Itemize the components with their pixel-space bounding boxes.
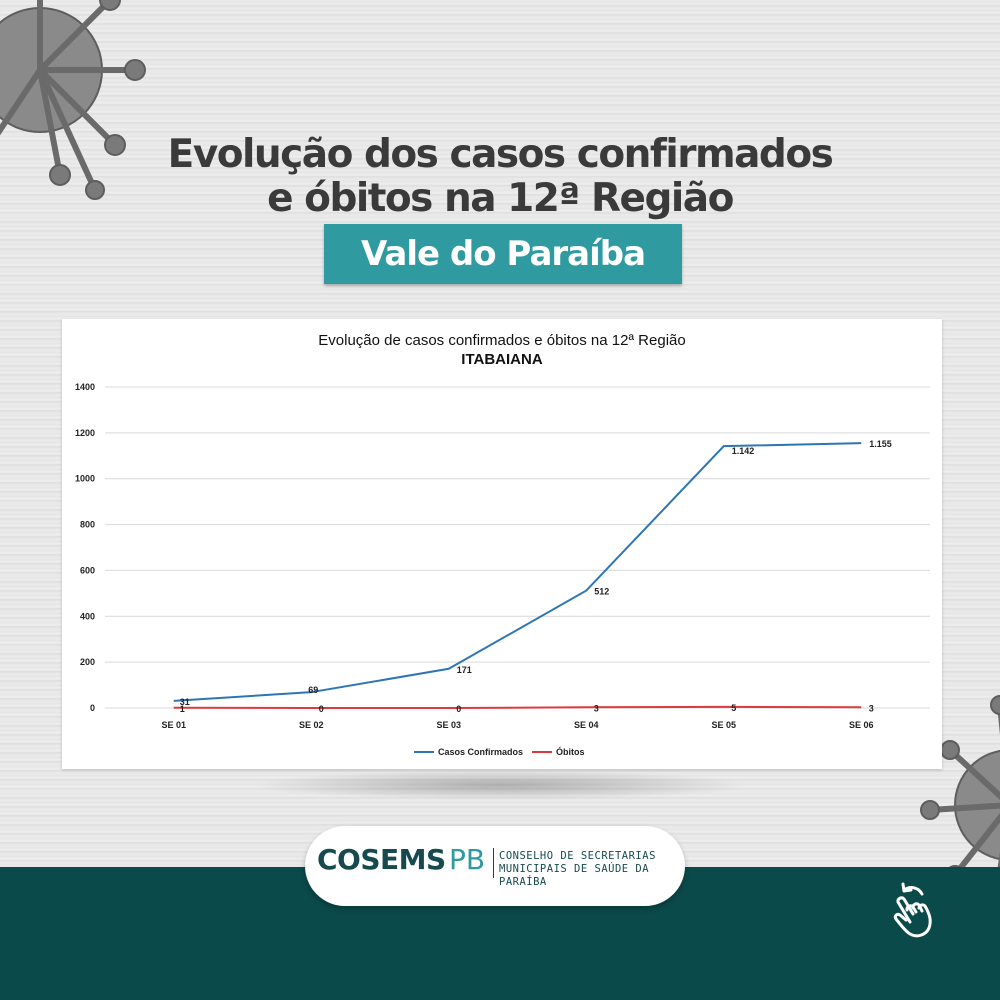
logo-tagline-1: CONSELHO DE SECRETARIAS: [499, 850, 656, 862]
chart-subtitle: ITABAIANA: [461, 351, 543, 368]
x-tick-label: SE 04: [574, 720, 599, 730]
region-badge: Vale do Paraíba: [324, 224, 682, 284]
chart-title: Evolução de casos confirmados e óbitos n…: [318, 332, 686, 349]
data-label-obitos: 3: [869, 703, 874, 713]
data-label-obitos: 5: [731, 703, 736, 713]
x-tick-label: SE 02: [299, 720, 324, 730]
logo-tagline: CONSELHO DE SECRETARIAS MUNICIPAIS DE SA…: [499, 850, 685, 889]
series-line-0: [173, 442, 862, 702]
data-label-casos: 171: [457, 665, 472, 675]
logo-divider: [493, 848, 494, 878]
x-tick-label: SE 01: [161, 720, 186, 730]
data-label-casos: 69: [308, 685, 318, 695]
series-line-1: [173, 705, 862, 709]
data-label-casos: 1.155: [869, 439, 892, 449]
y-tick-label: 400: [80, 611, 95, 621]
data-label-obitos: 0: [456, 704, 461, 714]
legend-label: Casos Confirmados: [438, 747, 523, 757]
chart-panel: Evolução de casos confirmados e óbitos n…: [62, 319, 942, 769]
chart-title-block: Evolução de casos confirmados e óbitos n…: [62, 331, 942, 369]
headline: Evolução dos casos confirmados e óbitos …: [0, 133, 1000, 221]
x-tick-label: SE 06: [849, 720, 874, 730]
y-tick-label: 1400: [75, 382, 95, 392]
panel-shadow: [250, 770, 750, 800]
data-label-casos: 1.142: [732, 446, 755, 456]
y-tick-label: 600: [80, 565, 95, 575]
data-label-obitos: 0: [319, 704, 324, 714]
line-chart: 0 200 400 600 800 1000 1200 1400 SE 01 SE 02 SE 03…: [75, 382, 930, 757]
virus-icon: [0, 0, 146, 200]
logo-pb: PB: [449, 843, 486, 876]
y-tick-label: 200: [80, 657, 95, 667]
legend-label: Óbitos: [556, 746, 585, 757]
data-label-obitos: 1: [180, 704, 185, 714]
y-tick-label: 1200: [75, 428, 95, 438]
y-tick-label: 800: [80, 520, 95, 530]
cosems-logo: COSEMS PB CONSELHO DE SECRETARIAS MUNICI…: [305, 826, 685, 906]
y-tick-label: 0: [90, 703, 95, 713]
logo-wordmark: COSEMS: [317, 843, 446, 876]
logo-tagline-2: MUNICIPAIS DE SAÚDE DA PARAÍBA: [499, 863, 650, 888]
x-tick-label: SE 05: [711, 720, 736, 730]
y-tick-label: 1000: [75, 474, 95, 484]
headline-line-2: e óbitos na 12ª Região: [267, 176, 734, 221]
swipe-hand-icon[interactable]: [876, 878, 942, 942]
data-label-casos: 31: [180, 697, 190, 707]
headline-line-1: Evolução dos casos confirmados: [167, 132, 834, 177]
data-label-casos: 512: [594, 587, 609, 597]
x-tick-label: SE 03: [436, 720, 461, 730]
data-label-obitos: 3: [594, 703, 599, 713]
